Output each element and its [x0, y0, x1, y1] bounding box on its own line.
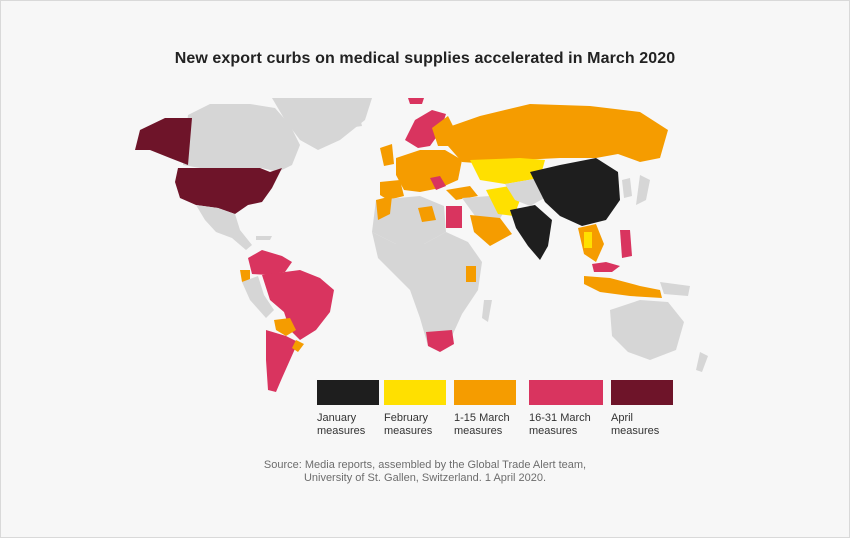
- region-kenya: [466, 266, 476, 282]
- legend-label-april: April measures: [611, 412, 675, 437]
- legend-swatch-february: [384, 380, 446, 405]
- region-argentina: [266, 330, 298, 392]
- region-japan: [636, 175, 650, 205]
- legend-swatch-april: [611, 380, 673, 405]
- region-philippines: [620, 230, 632, 258]
- region-colombia: [248, 250, 292, 275]
- legend-march-1-15: 1-15 March measures: [454, 380, 518, 437]
- legend-march-16-31: 16-31 March measures: [529, 380, 593, 437]
- region-uk: [380, 144, 394, 166]
- region-iberia: [380, 180, 404, 200]
- region-arabia: [470, 215, 512, 246]
- legend-label-march-1-15: 1-15 March measures: [454, 412, 518, 437]
- legend-january: January measures: [317, 380, 381, 437]
- legend-swatch-january: [317, 380, 379, 405]
- region-korea: [622, 178, 632, 198]
- region-new-zealand: [696, 352, 708, 372]
- legend-february: February measures: [384, 380, 448, 437]
- region-egypt: [446, 206, 462, 228]
- region-usa: [175, 168, 282, 214]
- legend-label-february: February measures: [384, 412, 448, 437]
- region-russia: [440, 104, 668, 164]
- region-australia: [610, 300, 684, 360]
- region-alaska: [135, 118, 192, 165]
- region-india: [510, 205, 552, 260]
- region-caribbean: [256, 236, 272, 240]
- region-malaysia: [592, 262, 620, 272]
- region-new-guinea: [660, 282, 690, 296]
- region-svalbard: [408, 98, 424, 104]
- region-mexico: [196, 205, 252, 250]
- region-brazil: [262, 270, 334, 340]
- legend-label-march-16-31: 16-31 March measures: [529, 412, 593, 437]
- legend-label-january: January measures: [317, 412, 381, 437]
- region-madagascar: [482, 300, 492, 322]
- region-indonesia: [584, 276, 662, 298]
- region-thailand: [584, 232, 592, 248]
- legend-swatch-march-16-31: [529, 380, 603, 405]
- source-note: Source: Media reports, assembled by the …: [0, 459, 850, 485]
- legend-swatch-march-1-15: [454, 380, 516, 405]
- region-south-africa: [426, 330, 454, 352]
- legend-april: April measures: [611, 380, 675, 437]
- region-europe: [396, 150, 462, 192]
